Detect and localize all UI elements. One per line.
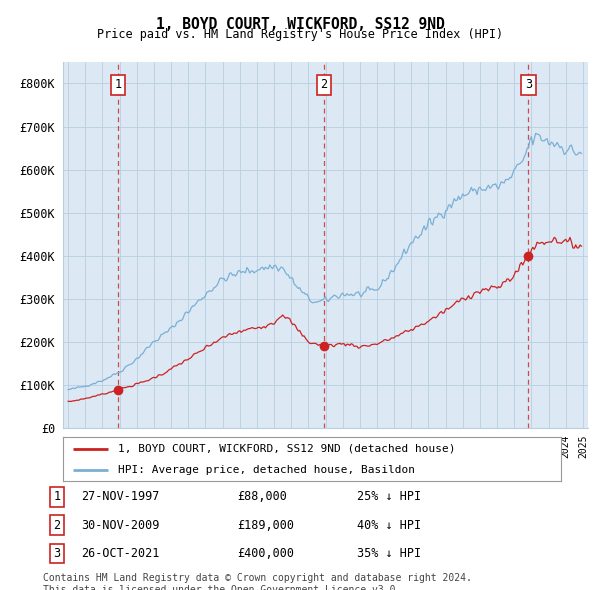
Text: Contains HM Land Registry data © Crown copyright and database right 2024.
This d: Contains HM Land Registry data © Crown c… [43, 573, 472, 590]
Text: £88,000: £88,000 [237, 490, 287, 503]
Text: 1: 1 [115, 78, 122, 91]
Text: £189,000: £189,000 [237, 519, 294, 532]
Text: 3: 3 [53, 547, 61, 560]
Text: HPI: Average price, detached house, Basildon: HPI: Average price, detached house, Basi… [118, 465, 415, 475]
Text: 2: 2 [320, 78, 328, 91]
Text: Price paid vs. HM Land Registry's House Price Index (HPI): Price paid vs. HM Land Registry's House … [97, 28, 503, 41]
Text: 40% ↓ HPI: 40% ↓ HPI [357, 519, 421, 532]
Text: 25% ↓ HPI: 25% ↓ HPI [357, 490, 421, 503]
Text: 35% ↓ HPI: 35% ↓ HPI [357, 547, 421, 560]
Text: 1: 1 [53, 490, 61, 503]
Text: 3: 3 [525, 78, 532, 91]
Text: 2: 2 [53, 519, 61, 532]
Text: 1, BOYD COURT, WICKFORD, SS12 9ND (detached house): 1, BOYD COURT, WICKFORD, SS12 9ND (detac… [118, 444, 455, 454]
Text: 1, BOYD COURT, WICKFORD, SS12 9ND: 1, BOYD COURT, WICKFORD, SS12 9ND [155, 17, 445, 31]
Text: 26-OCT-2021: 26-OCT-2021 [81, 547, 160, 560]
Text: 30-NOV-2009: 30-NOV-2009 [81, 519, 160, 532]
Text: £400,000: £400,000 [237, 547, 294, 560]
Text: 27-NOV-1997: 27-NOV-1997 [81, 490, 160, 503]
